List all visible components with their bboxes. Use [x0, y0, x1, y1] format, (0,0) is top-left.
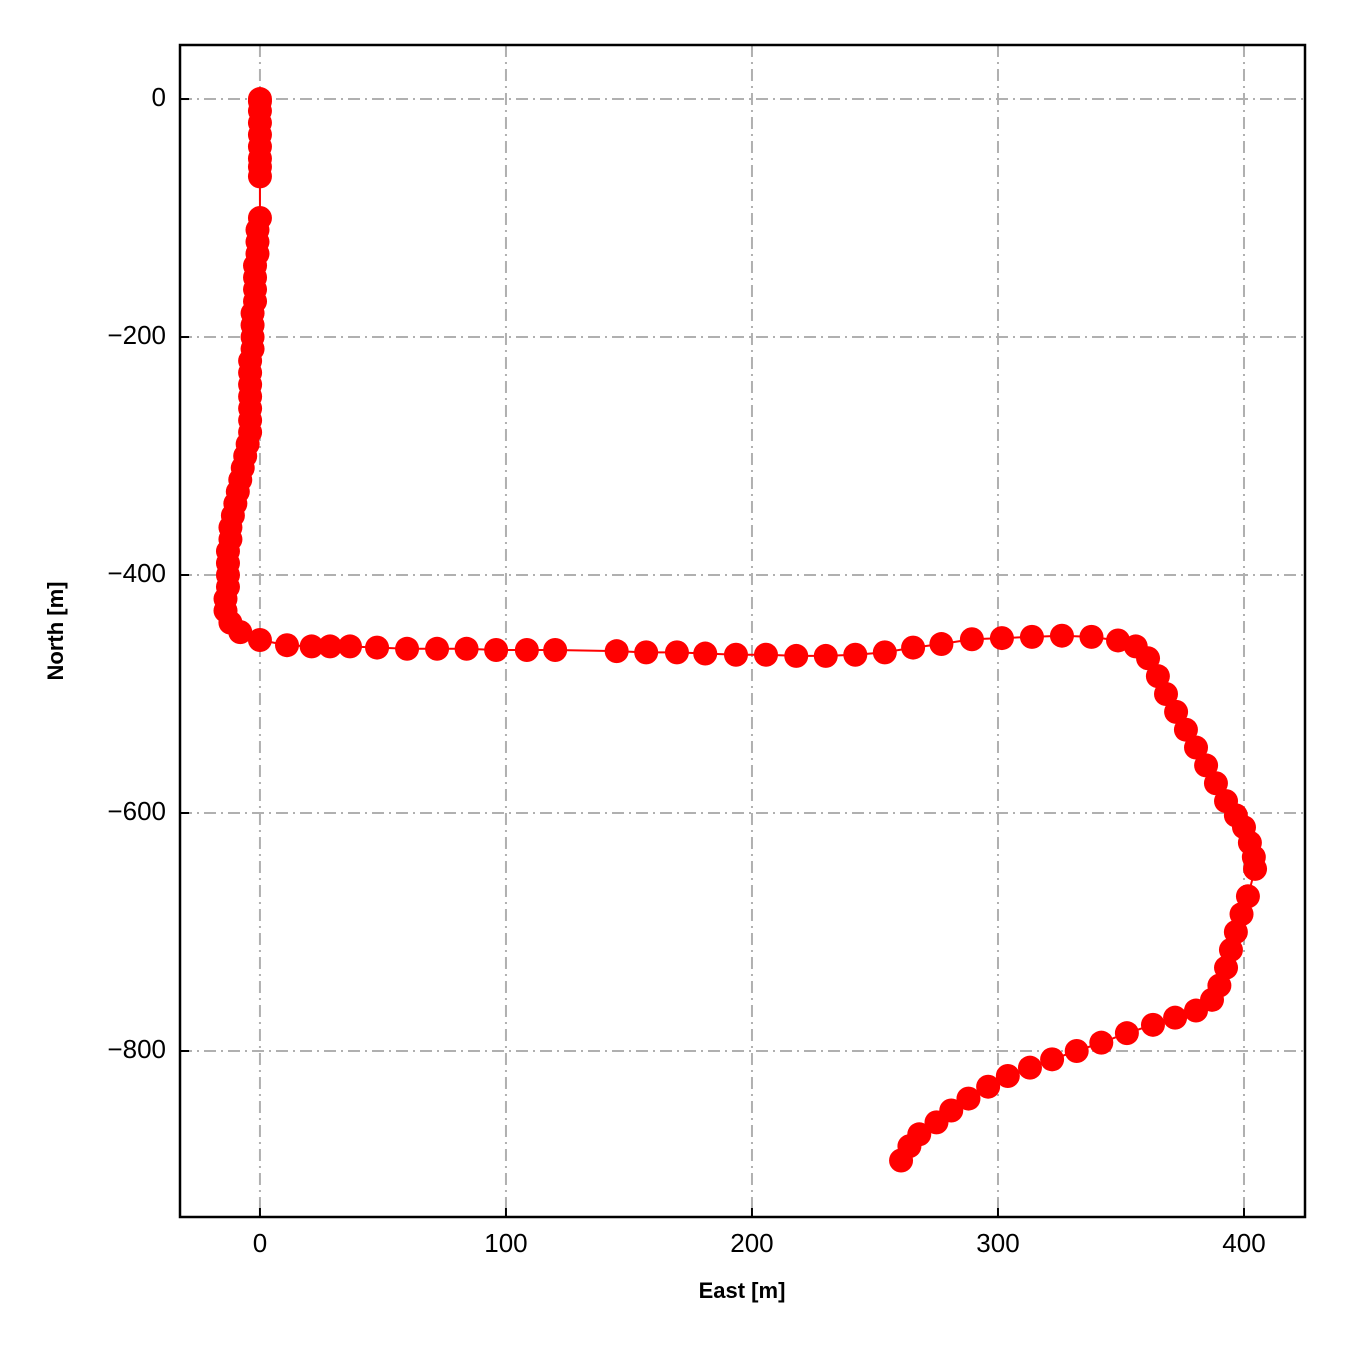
- y-tick-label: −200: [107, 320, 166, 350]
- x-tick-label: 400: [1222, 1228, 1265, 1258]
- marker: [299, 634, 324, 659]
- marker: [753, 642, 778, 667]
- y-axis-label: North [m]: [43, 582, 68, 681]
- x-tick-label: 100: [484, 1228, 527, 1258]
- marker: [1064, 1038, 1089, 1063]
- marker: [275, 633, 300, 658]
- marker: [484, 637, 509, 662]
- marker: [514, 637, 539, 662]
- marker: [924, 1110, 949, 1135]
- marker: [365, 635, 390, 660]
- marker: [889, 1148, 914, 1173]
- marker: [976, 1074, 1001, 1099]
- marker: [843, 642, 868, 667]
- marker: [1040, 1047, 1065, 1072]
- marker: [1079, 624, 1104, 649]
- x-tick-label: 200: [730, 1228, 773, 1258]
- y-tick-label: −400: [107, 558, 166, 588]
- marker: [901, 635, 926, 660]
- marker: [1173, 717, 1198, 742]
- marker: [543, 637, 568, 662]
- marker: [247, 627, 272, 652]
- x-axis-label: East [m]: [699, 1278, 786, 1303]
- marker: [956, 1086, 981, 1111]
- marker: [634, 640, 659, 665]
- marker: [1163, 1005, 1188, 1030]
- marker: [228, 620, 253, 645]
- marker: [337, 634, 362, 659]
- x-tick-label: 300: [976, 1228, 1019, 1258]
- marker: [959, 627, 984, 652]
- marker: [1114, 1021, 1139, 1046]
- marker: [1154, 682, 1179, 707]
- marker: [1049, 623, 1074, 648]
- marker: [989, 626, 1014, 651]
- marker: [1184, 998, 1209, 1023]
- y-tick-label: 0: [152, 82, 166, 112]
- marker: [395, 636, 420, 661]
- marker: [813, 643, 838, 668]
- y-tick-label: −600: [107, 796, 166, 826]
- marker: [1243, 856, 1268, 881]
- y-tick-label: −800: [107, 1034, 166, 1064]
- marker: [1140, 1012, 1165, 1037]
- marker: [693, 641, 718, 666]
- marker: [1203, 771, 1228, 796]
- marker: [454, 636, 479, 661]
- marker: [1164, 699, 1189, 724]
- x-tick-label: 0: [253, 1228, 267, 1258]
- marker: [929, 632, 954, 657]
- marker: [604, 639, 629, 664]
- marker: [1089, 1030, 1114, 1055]
- marker: [664, 640, 689, 665]
- plot-frame: [178, 43, 1307, 1219]
- marker: [1019, 624, 1044, 649]
- marker: [318, 634, 343, 659]
- marker: [247, 164, 272, 189]
- marker: [872, 640, 897, 665]
- marker: [995, 1063, 1020, 1088]
- marker: [425, 636, 450, 661]
- marker: [1017, 1055, 1042, 1080]
- marker: [1184, 735, 1209, 760]
- marker: [723, 642, 748, 667]
- marker: [1145, 664, 1170, 689]
- marker: [1194, 753, 1219, 778]
- marker: [784, 643, 809, 668]
- marker: [1136, 646, 1161, 671]
